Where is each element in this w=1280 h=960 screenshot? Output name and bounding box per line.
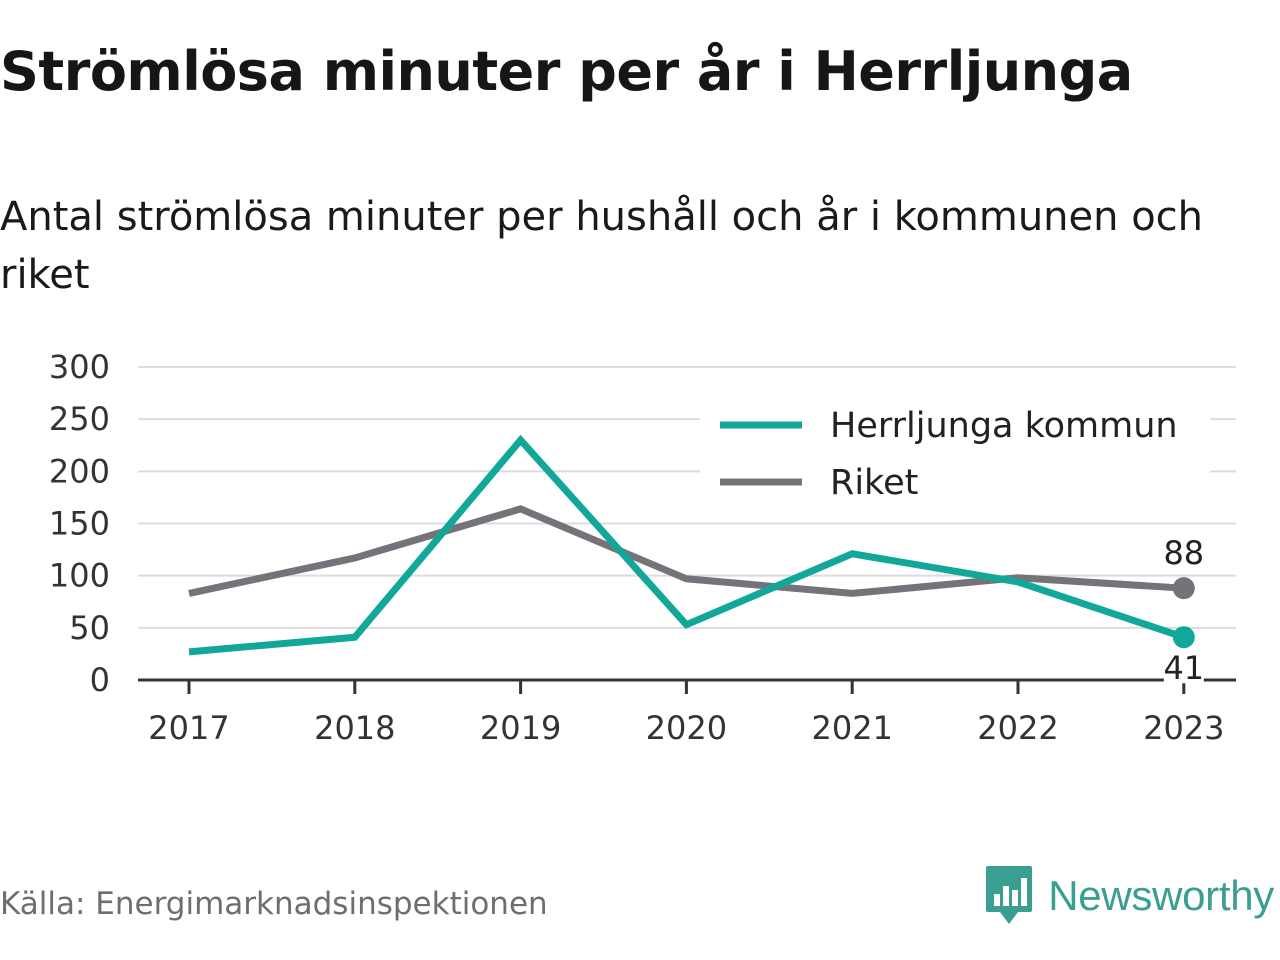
y-tick-label: 300 <box>49 348 110 386</box>
brand-name: Newsworthy <box>1048 872 1274 919</box>
legend-entry: Herrljunga kommun <box>830 406 1178 446</box>
brand-logo: Newsworthy <box>984 864 1274 928</box>
x-tick-label: 2020 <box>646 709 727 747</box>
y-tick-label: 0 <box>90 661 110 699</box>
x-tick-label: 2017 <box>148 709 229 747</box>
y-tick-label: 200 <box>49 452 110 490</box>
y-tick-label: 50 <box>69 609 110 647</box>
y-tick-label: 250 <box>49 400 110 438</box>
x-axis: 2017 2018 2019 2020 2021 2022 2023 <box>138 678 1236 747</box>
end-point <box>1172 577 1195 600</box>
series-lines: 41 88 <box>188 434 1204 687</box>
bar-chart-speech-bubble-icon <box>986 866 1033 924</box>
legend-entry: Riket <box>830 463 918 503</box>
chart-title: Strömlösa minuter per år i Herrljunga <box>0 40 1133 103</box>
y-tick-label: 100 <box>49 557 110 595</box>
legend: Herrljunga kommun Riket <box>700 400 1210 520</box>
x-tick-label: 2018 <box>314 709 395 747</box>
grid-lines <box>138 366 1236 629</box>
chart-subtitle: Antal strömlösa minuter per hushåll och … <box>0 194 1204 298</box>
y-tick-label: 150 <box>49 505 110 543</box>
end-label: 88 <box>1163 534 1204 572</box>
legend-background <box>700 400 1210 520</box>
end-label-bg <box>1163 653 1204 684</box>
end-label: 41 <box>1163 649 1204 687</box>
end-point <box>1172 626 1195 649</box>
y-axis: 0 50 100 150 200 250 300 <box>49 348 110 699</box>
x-tick-label: 2023 <box>1143 709 1224 747</box>
x-tick-label: 2019 <box>480 709 561 747</box>
source-note: Källa: Energimarknadsinspektionen <box>0 886 548 922</box>
series-line-herrljunga-kommun <box>188 434 1185 656</box>
series-line-riket <box>188 505 1185 597</box>
x-tick-label: 2021 <box>811 709 892 747</box>
x-tick-label: 2022 <box>977 709 1058 747</box>
